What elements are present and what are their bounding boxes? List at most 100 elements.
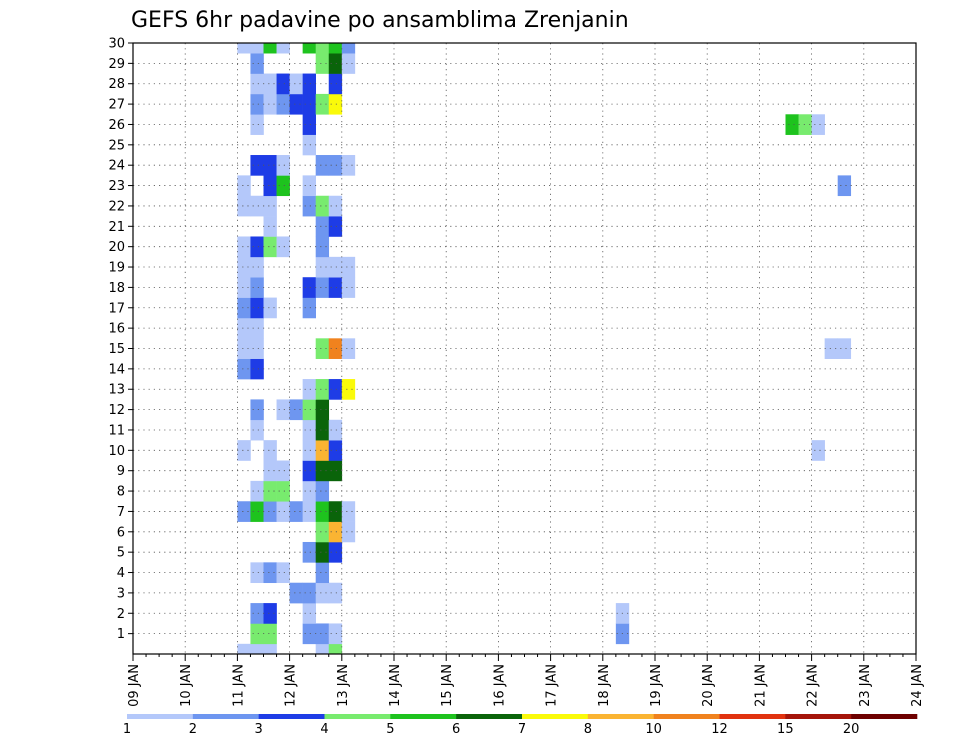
heatmap-cell [237,643,251,655]
heatmap-cell [785,114,799,135]
heatmap-cell [328,256,343,278]
heatmap-cell [315,93,330,115]
y-tick-label: 16 [108,322,125,337]
heatmap-cell [328,623,343,645]
y-tick-label: 23 [108,179,125,194]
heatmap-cell [328,338,343,359]
heatmap-cell [302,43,316,54]
heatmap-cell [276,460,290,482]
heatmap-cell [302,623,316,645]
colorbar-label: 1 [123,722,131,737]
heatmap-cell [276,399,290,421]
heatmap-cell [250,419,264,441]
heatmap-cell [341,256,356,278]
heatmap-cell [328,277,343,298]
heatmap-cell [276,73,290,95]
heatmap-cell [315,480,330,502]
y-tick-label: 9 [117,464,125,479]
colorbar-label: 7 [518,722,526,737]
x-tick-label: 17 JAN [545,664,560,707]
y-tick-label: 10 [108,444,125,459]
heatmap-cell [237,236,251,258]
heatmap-cell [302,480,316,502]
colorbar-label: 20 [843,722,860,737]
heatmap-cell [289,582,303,604]
x-tick-label: 24 JAN [910,664,925,707]
x-tick-label: 16 JAN [492,664,507,707]
colorbar-swatch [522,714,589,719]
heatmap-cell [315,53,330,74]
heatmap-cell [263,155,277,176]
heatmap-cell [302,399,316,421]
heatmap-cell [263,93,277,115]
heatmap-cell [237,256,251,278]
heatmap-cell [315,541,330,563]
heatmap-cell [328,155,343,176]
y-tick-label: 21 [108,220,125,235]
colorbar-label: 6 [452,722,460,737]
heatmap-cells [237,43,852,655]
colorbar-label: 8 [584,722,592,737]
colorbar-swatch [390,714,457,719]
colorbar: 1 2 3 4 5 6 7 8 10 12 15 20 [123,714,918,737]
heatmap-cell [250,236,264,258]
heatmap-cell [237,501,251,522]
heatmap-cell [302,73,316,95]
colorbar-label: 12 [711,722,728,737]
heatmap-cell [341,43,356,54]
x-tick-label: 18 JAN [597,664,612,707]
heatmap-cell [315,338,330,359]
heatmap-cell [250,623,264,645]
heatmap-cell [263,236,277,258]
heatmap-cell [250,256,264,278]
grid-lines [133,43,916,654]
heatmap-cell [263,195,277,217]
colorbar-swatch [851,714,918,719]
heatmap-cell [328,53,343,74]
heatmap-cell [276,236,290,258]
heatmap-cell [276,175,290,197]
x-tick-label: 12 JAN [284,664,299,707]
y-tick-label: 18 [108,281,125,296]
heatmap-cell [289,501,303,522]
y-tick-label: 20 [108,240,125,255]
chart-title: GEFS 6hr padavine po ansamblima Zrenjani… [131,8,629,33]
heatmap-cell [263,297,277,319]
x-tick-label: 15 JAN [440,664,455,707]
heatmap-cell [315,236,330,258]
y-tick-label: 5 [117,546,125,561]
heatmap-cell [315,256,330,278]
heatmap-cell [250,277,264,298]
heatmap-cell [328,216,343,237]
y-tick-label: 17 [108,301,125,316]
heatmap-cell [341,338,356,359]
colorbar-label: 10 [645,722,662,737]
heatmap-cell [302,297,316,319]
heatmap-cell [302,419,316,441]
heatmap-cell [237,317,251,339]
heatmap-cell [798,114,812,135]
heatmap-cell [315,643,330,655]
heatmap-cell [237,277,251,298]
y-tick-label: 27 [108,98,125,113]
heatmap-cell [276,480,290,502]
y-tick-label: 22 [108,199,125,214]
x-axis: 09 JAN 10 JAN 11 JAN 12 JAN 13 JAN 14 JAN 15 J… [127,654,925,707]
colorbar-swatch [719,714,786,719]
heatmap-cell [302,195,316,217]
heatmap-cell [263,73,277,95]
heatmap-cell [315,43,330,54]
heatmap-cell [237,358,251,380]
heatmap-cell [250,155,264,176]
x-tick-label: 11 JAN [231,664,246,707]
y-tick-label: 11 [108,423,125,438]
heatmap-cell [263,603,277,624]
heatmap-cell [250,338,264,359]
heatmap-cell [289,399,303,421]
heatmap-cell [328,582,343,604]
heatmap-cell [250,480,264,502]
x-tick-label: 13 JAN [336,664,351,707]
x-tick-label: 10 JAN [179,664,194,707]
colorbar-swatch [127,714,194,719]
heatmap-cell [341,379,356,400]
